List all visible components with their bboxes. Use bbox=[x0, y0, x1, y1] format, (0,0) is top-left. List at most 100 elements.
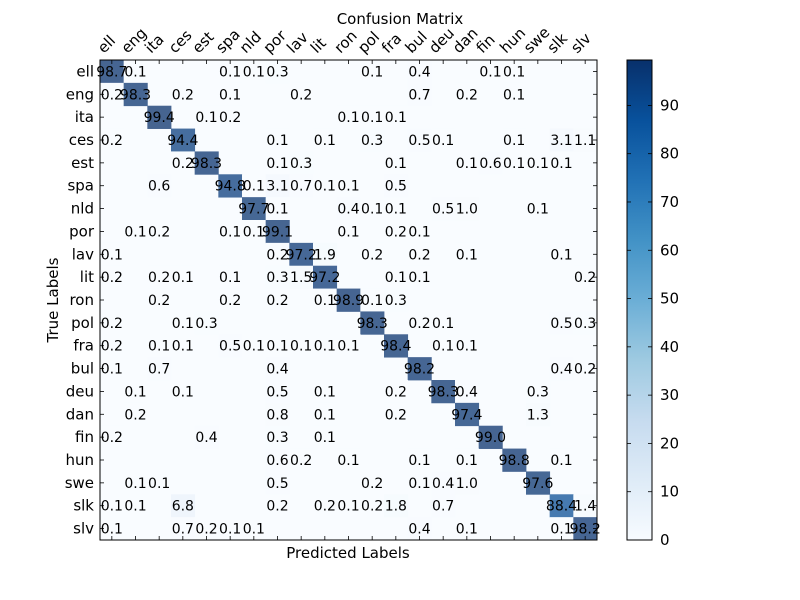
heatmap-cell bbox=[384, 288, 409, 312]
heatmap-cell bbox=[360, 128, 385, 152]
heatmap-cell bbox=[407, 471, 432, 495]
y-axis-label: True Labels bbox=[44, 257, 62, 343]
heatmap-cell bbox=[218, 334, 243, 358]
heatmap-cell bbox=[194, 517, 219, 541]
heatmap-cell bbox=[194, 151, 219, 175]
heatmap-cell bbox=[360, 242, 385, 267]
y-tick-label: spa bbox=[67, 177, 94, 195]
cell-value-label: 0.2 bbox=[148, 224, 170, 240]
heatmap-cell bbox=[100, 311, 125, 335]
heatmap-cell bbox=[384, 105, 409, 129]
heatmap-cell bbox=[384, 151, 409, 175]
cell-text-layer: 98.70.1 0.1 0.1 0.3 0.1 0.4 0.1 0.10.298.3 0.2 0.… bbox=[96, 64, 601, 537]
cell-value-label: 0.3 bbox=[195, 316, 217, 332]
cell-value-label: 99.4 bbox=[144, 110, 175, 126]
cell-value-label: 1.0 bbox=[456, 476, 478, 492]
cell-value-label: 1.5 bbox=[290, 270, 312, 286]
heatmap-cell bbox=[478, 425, 503, 449]
heatmap-cell bbox=[100, 242, 125, 267]
heatmap-cell bbox=[455, 380, 480, 404]
heatmap-cell bbox=[218, 220, 243, 244]
heatmap-cell bbox=[360, 105, 385, 129]
cell-value-label: 0.1 bbox=[456, 156, 478, 172]
heatmap-cell bbox=[573, 311, 598, 335]
cell-value-label: 98.3 bbox=[120, 87, 151, 103]
cell-value-label: 0.1 bbox=[408, 453, 430, 469]
cell-value-label: 0.7 bbox=[290, 179, 312, 195]
cell-value-label: 0.2 bbox=[195, 522, 217, 538]
cell-value-label: 0.2 bbox=[361, 499, 383, 515]
heatmap-cell bbox=[526, 197, 551, 221]
cell-value-label: 0.5 bbox=[550, 316, 572, 332]
heatmap-cell bbox=[242, 517, 267, 541]
cell-value-label: 0.1 bbox=[266, 202, 288, 218]
heatmap-cell bbox=[360, 288, 385, 312]
heatmap-cell bbox=[265, 288, 290, 312]
heatmap-cell bbox=[549, 151, 574, 175]
cell-value-label: 0.1 bbox=[314, 407, 336, 423]
x-tick-label: ell bbox=[94, 32, 119, 57]
heatmap-cell bbox=[360, 494, 385, 518]
cell-value-label: 0.1 bbox=[101, 362, 123, 378]
cell-value-label: 97.2 bbox=[286, 247, 317, 263]
cell-value-label: 98.2 bbox=[570, 522, 601, 538]
heatmap-cell bbox=[407, 517, 432, 541]
heatmap-cell bbox=[123, 402, 148, 427]
cell-value-label: 0.1 bbox=[337, 179, 359, 195]
heatmap-cell bbox=[573, 357, 598, 381]
cell-value-label: 0.2 bbox=[361, 247, 383, 263]
cell-value-label: 0.1 bbox=[314, 293, 336, 309]
y-tick-label: lav bbox=[72, 245, 94, 263]
cell-value-label: 0.6 bbox=[479, 156, 501, 172]
cell-value-label: 0.2 bbox=[290, 87, 312, 103]
x-tick-label: slv bbox=[567, 29, 595, 57]
heatmap-cell bbox=[313, 380, 338, 404]
heatmap-cell bbox=[526, 402, 551, 427]
heatmap-cell bbox=[100, 265, 125, 289]
cell-value-label: 0.2 bbox=[266, 499, 288, 515]
y-tick-label: swe bbox=[65, 474, 94, 492]
heatmap-cell bbox=[265, 174, 290, 198]
cell-value-label: 0.2 bbox=[101, 270, 123, 286]
cell-value-label: 0.1 bbox=[266, 156, 288, 172]
heatmap-cell bbox=[194, 311, 219, 335]
heatmap-cell bbox=[171, 82, 196, 107]
cell-value-label: 0.1 bbox=[172, 316, 194, 332]
cell-value-label: 0.4 bbox=[408, 64, 430, 80]
heatmap-cell bbox=[289, 448, 314, 472]
heatmap-cell bbox=[265, 220, 290, 244]
cell-value-label: 0.2 bbox=[266, 293, 288, 309]
cell-value-label: 0.3 bbox=[266, 64, 288, 80]
heatmap-cell bbox=[313, 288, 338, 312]
heatmap-cell bbox=[502, 151, 527, 175]
heatmap-cell bbox=[360, 197, 385, 221]
cell-value-label: 0.1 bbox=[361, 202, 383, 218]
heatmap-cell bbox=[147, 357, 172, 381]
cell-value-label: 0.1 bbox=[337, 499, 359, 515]
colorbar bbox=[626, 59, 653, 541]
heatmap-cell bbox=[384, 334, 409, 358]
cell-value-label: 0.1 bbox=[503, 64, 525, 80]
cell-value-label: 0.1 bbox=[408, 476, 430, 492]
colorbar-tick-label: 60 bbox=[660, 241, 679, 259]
cell-value-label: 0.2 bbox=[408, 247, 430, 263]
heatmap-cell bbox=[407, 82, 432, 107]
cell-value-label: 0.1 bbox=[456, 522, 478, 538]
heatmap-cell bbox=[549, 311, 574, 335]
heatmap-cell bbox=[100, 82, 125, 107]
cell-value-label: 0.1 bbox=[432, 316, 454, 332]
heatmap-cell bbox=[360, 311, 385, 335]
cell-value-label: 0.7 bbox=[172, 522, 194, 538]
heatmap-cell bbox=[336, 174, 361, 198]
heatmap-cell bbox=[407, 220, 432, 244]
cell-value-label: 0.1 bbox=[266, 339, 288, 355]
cell-value-label: 0.3 bbox=[361, 133, 383, 149]
heatmap-cell bbox=[336, 448, 361, 472]
cell-value-label: 0.7 bbox=[148, 362, 170, 378]
heatmap-cell bbox=[313, 174, 338, 198]
cell-value-label: 0.1 bbox=[101, 522, 123, 538]
cell-value-label: 0.4 bbox=[432, 476, 454, 492]
heatmap-cell bbox=[265, 128, 290, 152]
heatmap-cell bbox=[218, 105, 243, 129]
cell-value-label: 0.1 bbox=[432, 339, 454, 355]
